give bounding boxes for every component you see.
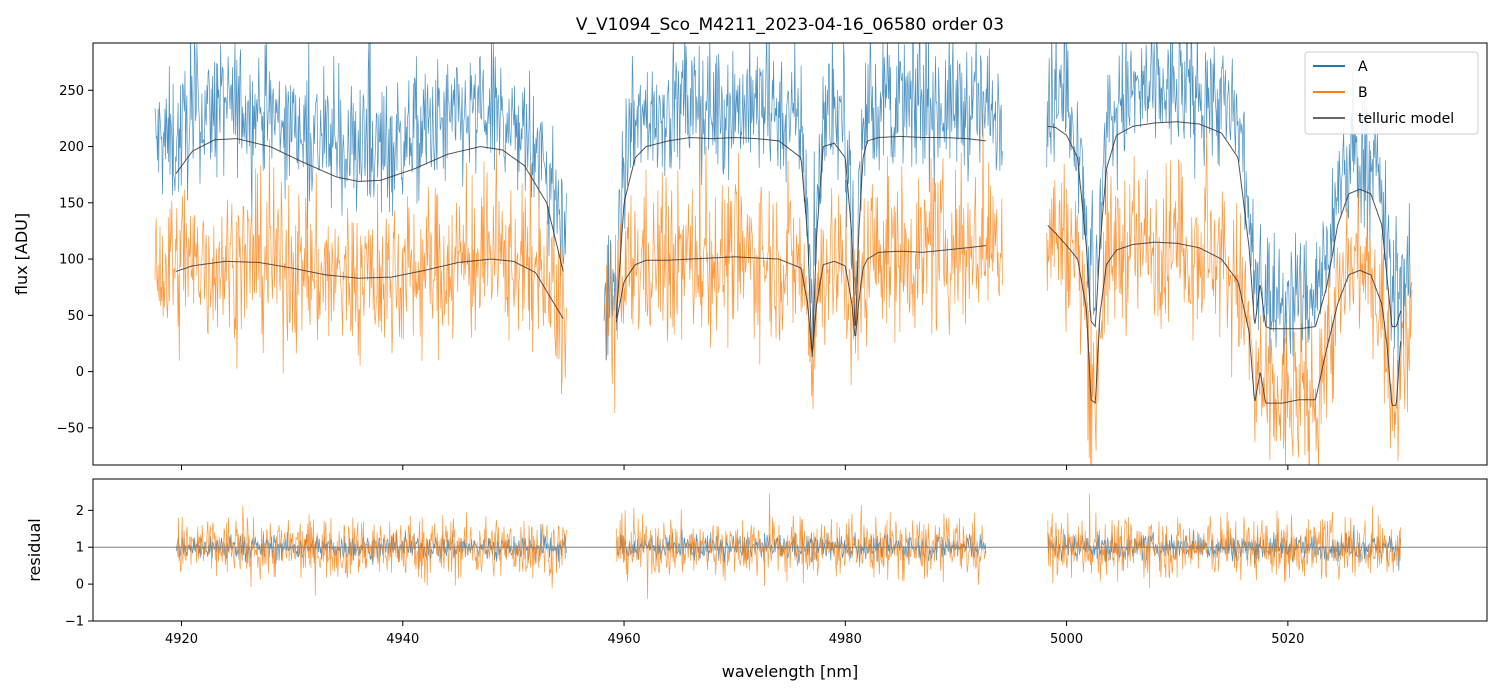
residual-y-axis-label: residual [25, 518, 44, 581]
flux-y-tick-label-1: 0 [76, 365, 84, 380]
telluric-model-curve-3 [615, 135, 986, 358]
flux-y-tick-label-3: 100 [59, 253, 84, 268]
flux-y-tick-label-2: 50 [67, 309, 84, 324]
residual-x-tick-label-2: 4960 [608, 632, 641, 647]
residual-y-tick-label-3: 2 [76, 504, 84, 519]
residual-b-segment-2 [615, 493, 987, 599]
residual-data-layer [175, 493, 1402, 599]
residual-x-tick-label-0: 4920 [165, 632, 198, 647]
legend-frame [1304, 51, 1479, 135]
series-a-spectrum-segment-1 [154, 43, 567, 277]
residual-y-tick-label-2: 1 [76, 541, 84, 556]
residual-y-ticks: −1 0 1 2 [65, 504, 93, 630]
residual-b-segment-1 [175, 506, 567, 596]
residual-x-tick-label-1: 4940 [386, 632, 419, 647]
flux-y-tick-label-6: 250 [59, 84, 84, 99]
telluric-model-layer [175, 121, 1402, 406]
legend: A B telluric model [1304, 51, 1479, 135]
telluric-model-curve-6 [1047, 224, 1402, 406]
residual-x-tick-label-3: 4980 [829, 632, 862, 647]
flux-data-layer [154, 43, 1413, 465]
series-b-spectrum-segment-1 [154, 138, 567, 395]
legend-label-telluric-model: telluric model [1358, 111, 1454, 127]
legend-label-b: B [1358, 85, 1368, 101]
flux-y-tick-label-4: 150 [59, 196, 84, 211]
residual-b-segment-3 [1047, 493, 1402, 588]
legend-label-a: A [1358, 59, 1368, 75]
residual-y-tick-label-1: 0 [76, 578, 84, 593]
series-b-spectrum-segment-3 [1046, 130, 1413, 465]
residual-axes-frame [92, 478, 1488, 622]
series-a-spectrum-segment-3 [1046, 43, 1413, 373]
residual-x-tick-label-4: 5000 [1050, 632, 1083, 647]
telluric-model-curve-4 [615, 245, 986, 353]
telluric-model-curve-2 [175, 258, 564, 319]
flux-y-axis-label: flux [ADU] [12, 213, 31, 295]
telluric-model-curve-1 [175, 138, 564, 272]
residual-x-tick-label-5: 5020 [1271, 632, 1304, 647]
flux-axes-frame [92, 42, 1488, 466]
flux-y-tick-label-5: 200 [59, 140, 84, 155]
x-axis-label: wavelength [nm] [722, 662, 859, 681]
telluric-model-curve-5 [1047, 121, 1402, 330]
series-a-spectrum-segment-2 [603, 43, 1003, 361]
chart-title: V_V1094_Sco_M4211_2023-04-16_06580 order… [576, 15, 1004, 35]
flux-panel: −50 0 50 100 150 200 250 flux [ADU] A B tellur… [12, 42, 1488, 470]
flux-y-ticks: −50 0 50 100 150 200 250 [57, 84, 93, 436]
residual-y-tick-label-0: −1 [65, 615, 84, 630]
flux-x-ticks [181, 465, 1289, 470]
flux-y-tick-label-0: −50 [57, 421, 84, 436]
residual-x-ticks: 4920 4940 4960 4980 5000 5020 [165, 621, 1304, 647]
